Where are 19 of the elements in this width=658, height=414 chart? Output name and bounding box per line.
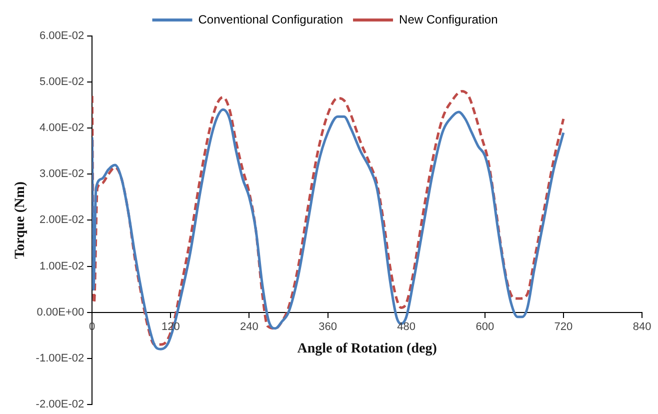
x-axis-title: Angle of Rotation (deg)	[297, 342, 438, 357]
y-tick-label: 1.00E-02	[39, 260, 84, 272]
y-tick-label: 5.00E-02	[39, 76, 84, 88]
y-tick-label: 3.00E-02	[39, 168, 84, 180]
y-tick-label: 6.00E-02	[39, 30, 84, 42]
y-tick-label: -2.00E-02	[36, 398, 84, 410]
x-tick-label: 600	[476, 320, 494, 333]
legend-label: Conventional Configuration	[198, 12, 344, 26]
x-tick-label: 840	[632, 320, 652, 333]
x-tick-label: 480	[397, 320, 416, 333]
legend-label: New Configuration	[399, 12, 498, 26]
y-tick-label: 2.00E-02	[39, 214, 84, 226]
x-tick-label: 360	[318, 320, 337, 333]
y-tick-label: 0.00E+00	[36, 306, 84, 318]
y-axis-title: Torque (Nm)	[13, 181, 28, 259]
x-tick-label: 240	[240, 320, 258, 333]
y-tick-label: -1.00E-02	[36, 352, 84, 364]
y-tick-label: 4.00E-02	[39, 122, 84, 134]
x-tick-label: 720	[554, 320, 573, 333]
